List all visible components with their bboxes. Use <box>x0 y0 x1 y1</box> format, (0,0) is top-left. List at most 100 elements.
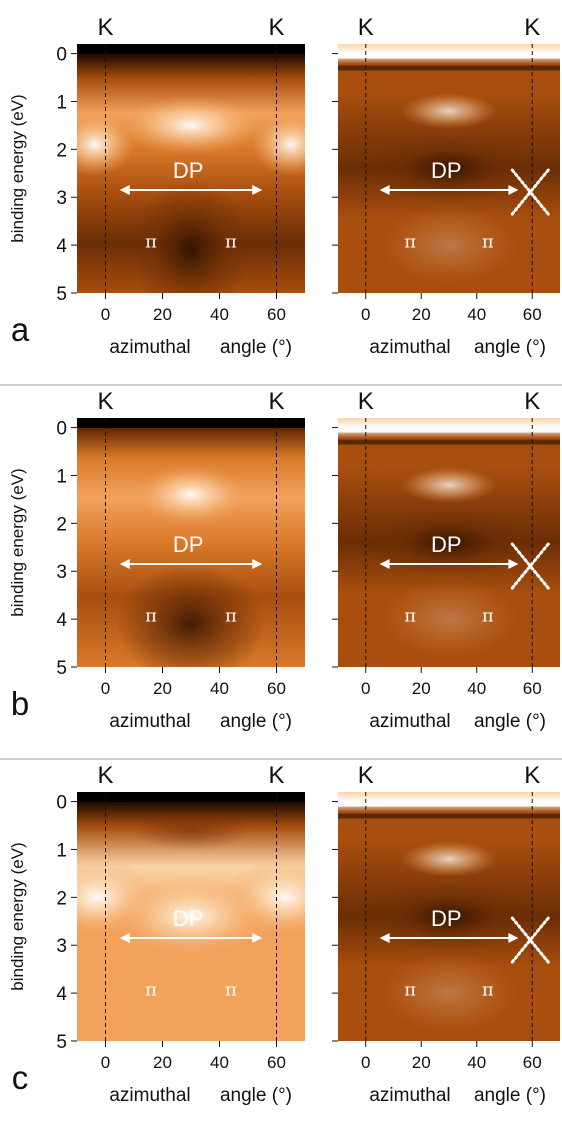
k-point-label: K <box>358 388 374 415</box>
y-tick-label: 3 <box>56 188 67 209</box>
x-tick-label: 20 <box>412 679 431 698</box>
y-axis-label: binding energy (eV) <box>8 842 27 990</box>
x-tick-label: 20 <box>412 1053 431 1072</box>
pi-band-label: π <box>145 232 157 253</box>
x-axis-label: angle (°) <box>474 337 546 358</box>
x-tick-label: 40 <box>467 1053 486 1072</box>
dirac-cone-marker <box>510 542 550 590</box>
y-tick-label: 0 <box>56 793 67 814</box>
dirac-point-label: DP <box>431 158 462 183</box>
k-point-label: K <box>97 762 113 789</box>
dirac-point-label: DP <box>431 906 462 931</box>
x-tick-label: 0 <box>101 1053 110 1072</box>
k-point-label: K <box>358 14 374 41</box>
y-tick-label: 5 <box>56 284 67 305</box>
pi-band-label: π <box>404 232 416 253</box>
pi-band-label: π <box>404 980 416 1001</box>
pi-band-label: π <box>225 980 237 1001</box>
derivative-panel: 0 20 40 60 K K DP π π <box>332 388 560 698</box>
x-axis-label: angle (°) <box>474 1085 546 1106</box>
y-tick-label: 1 <box>56 840 67 861</box>
pi-band-label: π <box>145 606 157 627</box>
k-point-label: K <box>358 762 374 789</box>
raw-panel: 0 1 2 3 4 5 0 20 40 60 K K DP π π <box>56 762 305 1072</box>
k-point-label: K <box>268 388 284 415</box>
arrow-head-right <box>508 559 519 570</box>
k-point-label: K <box>97 14 113 41</box>
y-axis-label: binding energy (eV) <box>8 468 27 616</box>
y-tick-label: 3 <box>56 936 67 957</box>
arrow-head-right <box>252 559 263 570</box>
pi-band-label: π <box>482 606 494 627</box>
pi-band-label: π <box>225 232 237 253</box>
pi-band-label: π <box>225 606 237 627</box>
dirac-point-label: DP <box>431 532 462 557</box>
y-tick-label: 2 <box>56 140 67 161</box>
pi-band-label: π <box>482 980 494 1001</box>
y-tick-label: 4 <box>56 236 67 257</box>
x-tick-label: 40 <box>467 305 486 324</box>
y-tick-label: 0 <box>56 45 67 66</box>
x-tick-label: 40 <box>210 679 229 698</box>
dirac-point-label: DP <box>173 906 204 931</box>
y-tick-label: 1 <box>56 92 67 113</box>
y-tick-label: 2 <box>56 514 67 535</box>
arrow-head-right <box>252 933 263 944</box>
k-point-label: K <box>524 762 540 789</box>
x-tick-label: 0 <box>361 305 370 324</box>
y-tick-label: 3 <box>56 562 67 583</box>
arrow-head-right <box>508 933 519 944</box>
pi-band-label: π <box>404 606 416 627</box>
x-tick-label: 40 <box>467 679 486 698</box>
y-tick-label: 4 <box>56 984 67 1005</box>
x-tick-label: 60 <box>267 679 286 698</box>
x-tick-label: 0 <box>101 679 110 698</box>
panel-letter: b <box>11 685 29 722</box>
x-tick-label: 40 <box>210 1053 229 1072</box>
y-tick-label: 1 <box>56 466 67 487</box>
raw-panel: 0 1 2 3 4 5 0 20 40 60 K K DP π π <box>56 14 305 324</box>
arrow-head-right <box>508 185 519 196</box>
arrow-head-right <box>252 185 263 196</box>
pi-band-label: π <box>482 232 494 253</box>
y-tick-label: 4 <box>56 610 67 631</box>
x-tick-label: 60 <box>523 679 542 698</box>
x-axis-label: azimuthal <box>109 1085 190 1106</box>
y-tick-label: 0 <box>56 419 67 440</box>
arrow-head-left <box>379 185 390 196</box>
x-tick-label: 20 <box>412 305 431 324</box>
x-tick-label: 20 <box>153 305 172 324</box>
y-tick-label: 5 <box>56 658 67 679</box>
x-tick-label: 0 <box>361 1053 370 1072</box>
arrow-head-left <box>119 933 130 944</box>
x-axis-label: angle (°) <box>474 711 546 732</box>
x-axis-label: angle (°) <box>220 337 292 358</box>
dirac-cone-marker <box>510 168 550 216</box>
y-tick-label: 5 <box>56 1032 67 1053</box>
x-tick-label: 60 <box>523 1053 542 1072</box>
x-axis-label: azimuthal <box>369 1085 450 1106</box>
x-tick-label: 60 <box>523 305 542 324</box>
raw-panel: 0 1 2 3 4 5 0 20 40 60 K K DP π π <box>56 388 305 698</box>
dirac-point-label: DP <box>173 158 204 183</box>
k-point-label: K <box>524 388 540 415</box>
x-tick-label: 0 <box>101 305 110 324</box>
arrow-head-left <box>379 559 390 570</box>
k-point-label: K <box>524 14 540 41</box>
x-tick-label: 20 <box>153 679 172 698</box>
dirac-cone-marker <box>510 916 550 964</box>
panel-letter: a <box>11 311 30 348</box>
dirac-point-label: DP <box>173 532 204 557</box>
x-tick-label: 60 <box>267 305 286 324</box>
arrow-head-left <box>119 185 130 196</box>
arrow-head-left <box>119 559 130 570</box>
row-b: 0 1 2 3 4 5 0 20 40 60 K K DP π π 0 20 40 60 K K DP π π binding … <box>0 388 562 760</box>
x-axis-label: azimuthal <box>109 711 190 732</box>
derivative-panel: 0 20 40 60 K K DP π π <box>332 14 560 324</box>
x-axis-label: azimuthal <box>369 337 450 358</box>
derivative-panel: 0 20 40 60 K K DP π π <box>332 762 560 1072</box>
x-axis-label: azimuthal <box>369 711 450 732</box>
x-tick-label: 60 <box>267 1053 286 1072</box>
x-tick-label: 0 <box>361 679 370 698</box>
